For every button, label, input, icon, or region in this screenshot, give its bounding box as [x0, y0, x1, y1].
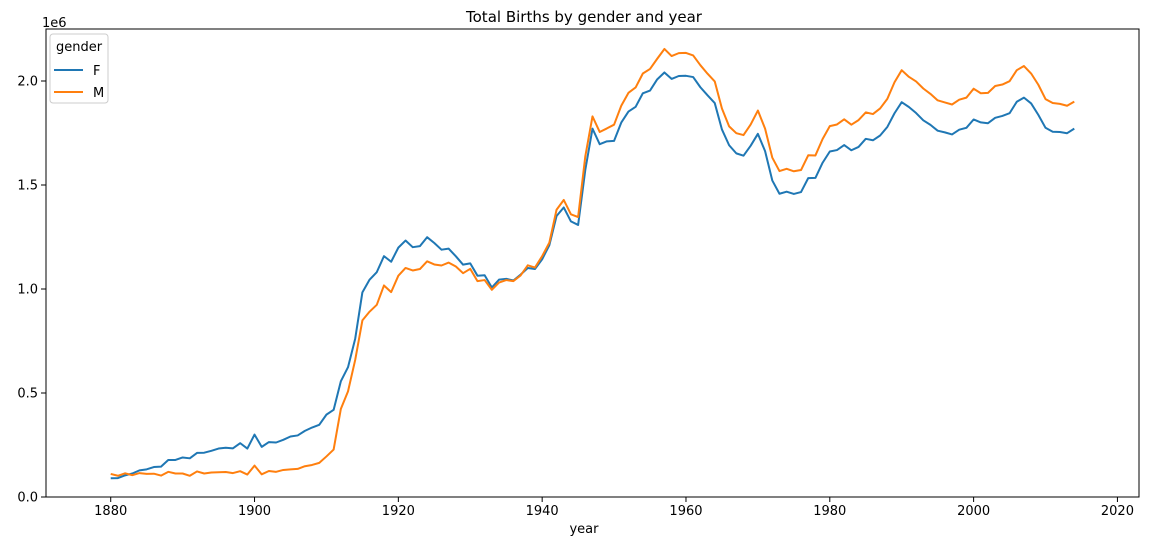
x-tick-label: 1980 — [813, 504, 846, 519]
x-tick-label: 1960 — [669, 504, 702, 519]
x-tick-label: 1900 — [238, 504, 271, 519]
plot-frame — [45, 28, 1140, 498]
x-axis: 1880 1900 1920 1940 1960 1980 2000 2020 — [94, 497, 1134, 519]
series-line-m — [110, 47, 1075, 477]
x-tick-label: 2020 — [1101, 504, 1134, 519]
legend-label-f: F — [93, 64, 100, 79]
y-tick-label: 1.5 — [17, 179, 38, 194]
x-tick-label: 1920 — [382, 504, 415, 519]
x-tick-label: 2000 — [957, 504, 990, 519]
legend-title: gender — [56, 40, 103, 55]
chart-title: Total Births by gender and year — [465, 8, 703, 26]
y-tick-label: 0.0 — [17, 491, 38, 506]
legend-box — [49, 33, 109, 104]
y-offset-label: 1e6 — [42, 16, 67, 31]
y-axis: 0.0 0.5 1.0 1.5 2.0 — [17, 75, 46, 506]
x-axis-label: year — [569, 522, 599, 537]
legend-label-m: M — [93, 86, 104, 101]
y-tick-label: 1.0 — [17, 283, 38, 298]
x-tick-label: 1880 — [94, 504, 127, 519]
x-tick-label: 1940 — [526, 504, 559, 519]
y-tick-label: 2.0 — [17, 75, 38, 90]
series-line-f — [110, 71, 1075, 480]
legend: gender F M — [49, 33, 109, 104]
series-layer — [110, 47, 1075, 480]
y-tick-label: 0.5 — [17, 387, 38, 402]
